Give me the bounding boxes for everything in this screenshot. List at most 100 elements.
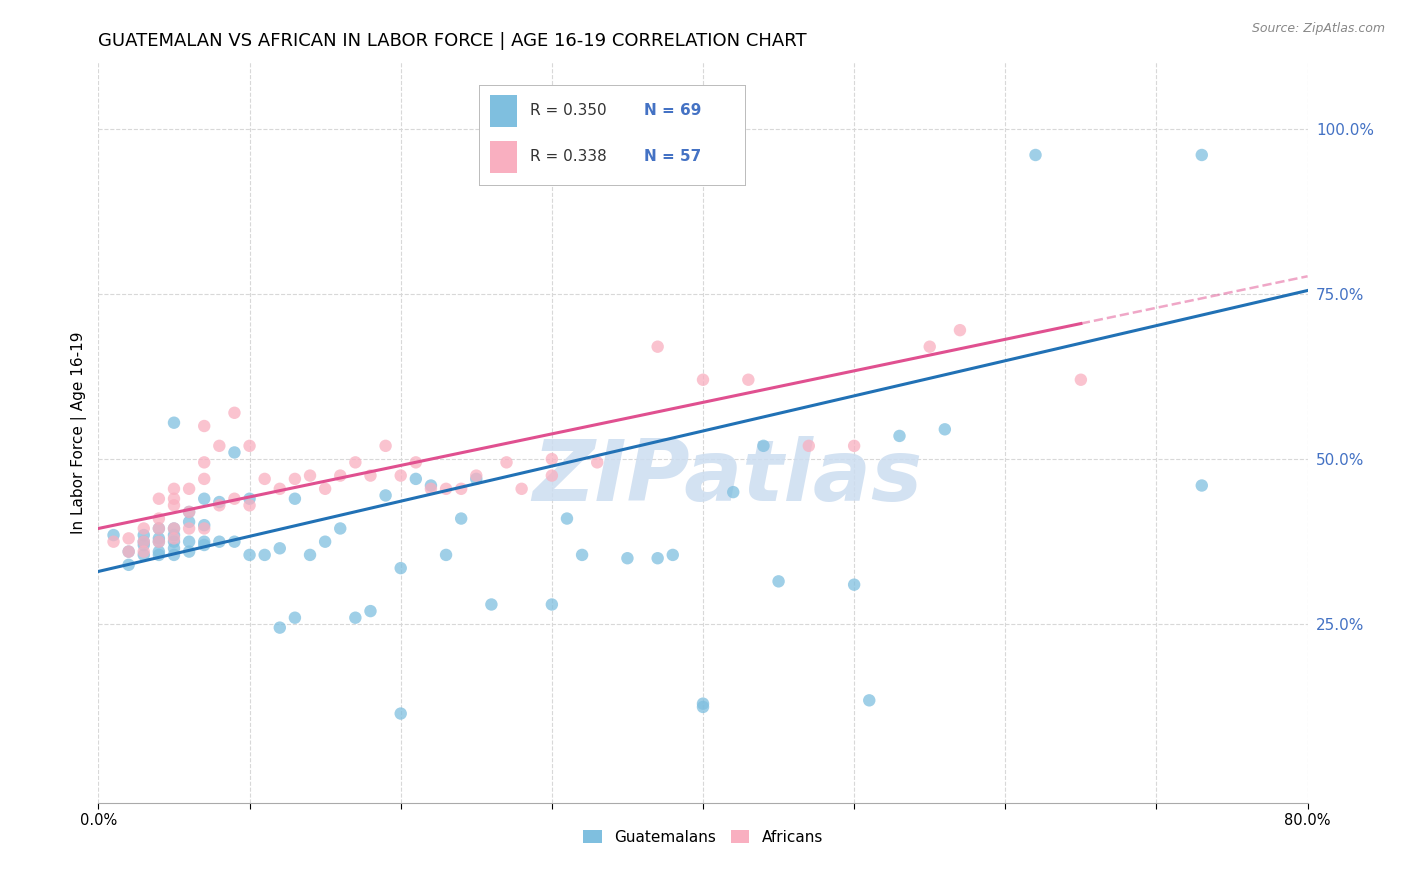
Point (208, 439, 231, 453)
Point (179, 534, 201, 549)
Point (1191, 478, 1213, 492)
Point (314, 534, 336, 549)
Point (239, 439, 262, 453)
Point (540, 452, 562, 467)
Point (616, 551, 638, 566)
Point (239, 548, 262, 562)
Point (889, 429, 911, 443)
Point (434, 548, 457, 562)
Point (465, 472, 488, 486)
Point (132, 528, 155, 542)
Point (148, 548, 170, 562)
Point (179, 482, 201, 496)
Point (179, 521, 201, 535)
Point (1191, 148, 1213, 162)
Point (344, 455, 367, 469)
Point (1024, 148, 1046, 162)
Point (239, 499, 262, 513)
Point (555, 511, 578, 525)
Point (934, 422, 956, 436)
Point (314, 482, 336, 496)
Point (647, 340, 669, 354)
Point (661, 548, 683, 562)
Point (284, 491, 307, 506)
Point (481, 598, 503, 612)
Point (148, 534, 170, 549)
Point (540, 468, 562, 483)
Point (389, 561, 412, 575)
Point (163, 521, 186, 535)
Point (208, 495, 231, 509)
Point (374, 488, 396, 502)
Point (284, 472, 307, 486)
Point (844, 439, 866, 453)
Point (224, 406, 246, 420)
Point (269, 482, 291, 496)
Point (360, 468, 382, 483)
Point (163, 534, 186, 549)
Point (118, 558, 141, 572)
Point (224, 534, 246, 549)
Point (555, 148, 578, 162)
Point (148, 511, 170, 525)
Point (239, 491, 262, 506)
Point (179, 505, 201, 519)
Point (571, 548, 593, 562)
Point (224, 491, 246, 506)
Point (465, 468, 488, 483)
Point (692, 373, 714, 387)
Point (118, 532, 141, 546)
Point (253, 472, 276, 486)
Point (132, 544, 155, 558)
Point (797, 439, 820, 453)
Point (495, 455, 517, 469)
Point (450, 482, 472, 496)
Point (193, 472, 215, 486)
Point (420, 482, 443, 496)
Point (405, 455, 427, 469)
Point (179, 544, 201, 558)
Point (647, 551, 669, 566)
Point (434, 482, 457, 496)
Point (389, 468, 412, 483)
Point (103, 534, 125, 549)
Point (284, 611, 307, 625)
Point (692, 697, 714, 711)
Point (344, 611, 367, 625)
Point (299, 548, 322, 562)
Text: GUATEMALAN VS AFRICAN IN LABOR FORCE | AGE 16-19 CORRELATION CHART: GUATEMALAN VS AFRICAN IN LABOR FORCE | A… (98, 32, 807, 50)
Point (193, 455, 215, 469)
Point (163, 548, 186, 562)
Point (723, 485, 745, 500)
Point (299, 468, 322, 483)
Point (208, 499, 231, 513)
Point (132, 548, 155, 562)
Point (329, 521, 352, 535)
Y-axis label: In Labor Force | Age 16-19: In Labor Force | Age 16-19 (72, 331, 87, 534)
Point (132, 534, 155, 549)
Point (737, 373, 759, 387)
Point (918, 340, 941, 354)
Point (179, 505, 201, 519)
Point (420, 478, 443, 492)
Point (179, 515, 201, 529)
Point (224, 445, 246, 459)
Point (132, 521, 155, 535)
Point (193, 419, 215, 434)
Point (132, 538, 155, 552)
Point (1070, 373, 1092, 387)
Point (450, 511, 472, 525)
Point (163, 521, 186, 535)
Point (163, 499, 186, 513)
Point (118, 544, 141, 558)
Point (208, 534, 231, 549)
Point (163, 532, 186, 546)
Point (118, 544, 141, 558)
Point (768, 574, 790, 589)
Point (193, 518, 215, 533)
Text: ZIPatlas: ZIPatlas (531, 435, 922, 518)
Point (163, 482, 186, 496)
Point (389, 706, 412, 721)
Point (163, 541, 186, 556)
Point (844, 577, 866, 591)
